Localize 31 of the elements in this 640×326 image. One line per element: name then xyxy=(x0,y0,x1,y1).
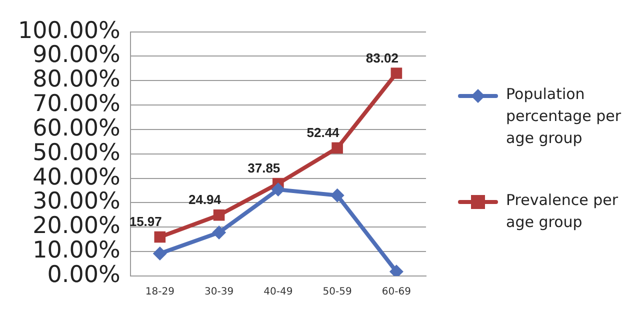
point xyxy=(154,231,166,243)
x-tick-label: 18-29 xyxy=(145,286,174,298)
data-label: 37.85 xyxy=(248,160,280,176)
y-tick-label: 100.00% xyxy=(18,18,120,44)
y-tick-label: 40.00% xyxy=(32,164,120,190)
data-label: 52.44 xyxy=(306,125,340,140)
point xyxy=(271,182,286,197)
data-label: 83.02 xyxy=(366,50,398,66)
point xyxy=(213,209,225,221)
y-tick-label: 50.00% xyxy=(32,140,120,166)
y-tick-label: 90.00% xyxy=(32,42,120,68)
point xyxy=(152,246,167,261)
point xyxy=(212,226,226,240)
x-tick-label: 30-39 xyxy=(204,286,234,298)
y-tick-label: 60.00% xyxy=(32,115,120,142)
point xyxy=(390,68,402,79)
y-tick-label: 10.00% xyxy=(32,238,120,264)
y-tick-label: 20.00% xyxy=(32,213,120,240)
point xyxy=(330,188,344,202)
x-tick-label: 60-69 xyxy=(382,286,411,298)
legend-label: Population percentage per age group xyxy=(506,84,622,149)
y-tick-label: 0.00% xyxy=(47,262,120,288)
y-tick-label: 30.00% xyxy=(32,188,120,215)
point xyxy=(332,142,343,154)
y-tick-label: 80.00% xyxy=(32,66,120,93)
x-tick-label: 40-49 xyxy=(264,286,293,298)
legend-label: Prevalence per age group xyxy=(506,190,619,233)
data-label: 24.94 xyxy=(188,192,222,208)
y-tick-label: 70.00% xyxy=(32,91,120,118)
x-tick-label: 50-59 xyxy=(322,286,352,298)
data-label: 15.97 xyxy=(129,214,162,230)
